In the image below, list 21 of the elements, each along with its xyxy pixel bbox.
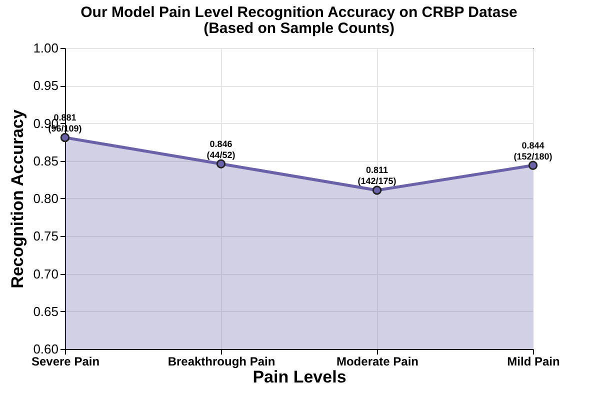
y-tick-label: 0.70 [33, 266, 58, 282]
y-tick-label: 0.80 [33, 191, 58, 206]
x-axis-title: Pain Levels [252, 368, 346, 386]
data-label: 0.811 (142/175) [358, 165, 396, 186]
data-label: 0.844 (152/180) [514, 140, 552, 162]
y-tick-label: 0.65 [33, 304, 58, 319]
y-tick-label: 0.95 [33, 78, 58, 94]
data-label: 0.846 (44/52) [206, 138, 236, 160]
point [528, 160, 538, 170]
x-tick-label: Moderate Pain [336, 354, 419, 368]
y-axis-title: Recognition Accuracy [8, 109, 28, 288]
chart-title: Our Model Pain Level Recognition Accuracy on CRBP Datase (Based on Sample Counts) [80, 4, 518, 37]
point [372, 186, 382, 195]
y-tick-label: 0.60 [33, 342, 58, 356]
x-tick-label: Severe Pain [31, 354, 100, 368]
point [60, 132, 70, 142]
x-tick-label: Mild Pain [507, 354, 560, 368]
y-tick-label: 1.00 [33, 40, 58, 56]
y-tick-label: 0.85 [33, 153, 58, 168]
x-tick-label: Breakthrough Pain [168, 354, 276, 368]
y-tick-label: 0.75 [33, 228, 58, 244]
